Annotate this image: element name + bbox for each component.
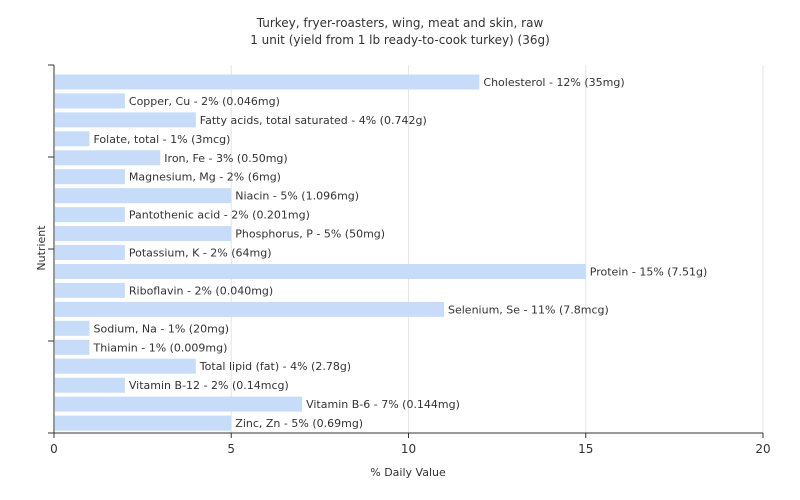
x-tick-label: 5	[227, 442, 235, 456]
bar-label: Copper, Cu - 2% (0.046mg)	[129, 95, 280, 108]
x-tick-label: 20	[755, 442, 770, 456]
x-tick-label: 15	[578, 442, 593, 456]
bar-label: Magnesium, Mg - 2% (6mg)	[129, 171, 281, 184]
bar-label: Niacin - 5% (1.096mg)	[235, 190, 359, 203]
bar-label: Potassium, K - 2% (64mg)	[129, 247, 272, 260]
x-tick-label: 10	[401, 442, 416, 456]
bar-label: Pantothenic acid - 2% (0.201mg)	[129, 209, 310, 222]
bar-label: Fatty acids, total saturated - 4% (0.742…	[200, 114, 427, 127]
grid-lines	[230, 65, 764, 433]
bar-label: Thiamin - 1% (0.009mg)	[93, 341, 228, 354]
bar	[55, 112, 196, 128]
bar-label: Total lipid (fat) - 4% (2.78g)	[199, 360, 351, 373]
bar	[55, 245, 125, 260]
y-axis-label: Nutrient	[35, 225, 48, 271]
bar-label: Sodium, Na - 1% (20mg)	[94, 322, 230, 335]
bar	[55, 150, 161, 166]
bar	[55, 93, 125, 109]
bar	[55, 264, 586, 279]
bar	[55, 207, 125, 223]
bar	[55, 320, 90, 336]
bar-label: Iron, Fe - 3% (0.50mg)	[164, 152, 287, 165]
axes	[48, 64, 764, 438]
x-tick-label: 0	[50, 442, 58, 456]
bar	[55, 377, 125, 393]
x-tick-labels: 0 5 10 15 20	[50, 442, 770, 456]
bar	[55, 282, 125, 298]
bar-label: Selenium, Se - 11% (7.8mcg)	[448, 303, 609, 316]
chart-text: Turkey, fryer-roasters, wing, meat and s…	[35, 16, 550, 479]
x-axis-label: % Daily Value	[370, 466, 446, 479]
bar	[55, 301, 444, 317]
bar	[55, 169, 125, 185]
bar	[55, 131, 90, 147]
bar	[55, 396, 303, 412]
bar	[55, 339, 90, 355]
bar-label: Zinc, Zn - 5% (0.69mg)	[235, 417, 363, 430]
bar-label: Protein - 15% (7.51g)	[590, 266, 708, 279]
bar	[55, 74, 480, 90]
bar-labels: Cholesterol - 12% (35mg) Copper, Cu - 2% …	[93, 76, 708, 430]
bar-label: Folate, total - 1% (3mcg)	[94, 133, 231, 146]
chart-subtitle: 1 unit (yield from 1 lb ready-to-cook tu…	[250, 33, 550, 47]
bar-label: Cholesterol - 12% (35mg)	[483, 76, 624, 89]
bar	[55, 358, 196, 374]
bar-label: Vitamin B-6 - 7% (0.144mg)	[306, 398, 460, 411]
bar-label: Vitamin B-12 - 2% (0.14mcg)	[129, 379, 289, 392]
bar-label: Riboflavin - 2% (0.040mg)	[129, 284, 273, 297]
bar	[55, 188, 232, 204]
bar	[55, 415, 232, 431]
bar-label: Phosphorus, P - 5% (50mg)	[235, 228, 385, 241]
bar	[55, 226, 232, 242]
chart-title: Turkey, fryer-roasters, wing, meat and s…	[256, 16, 544, 30]
bars	[55, 74, 586, 431]
